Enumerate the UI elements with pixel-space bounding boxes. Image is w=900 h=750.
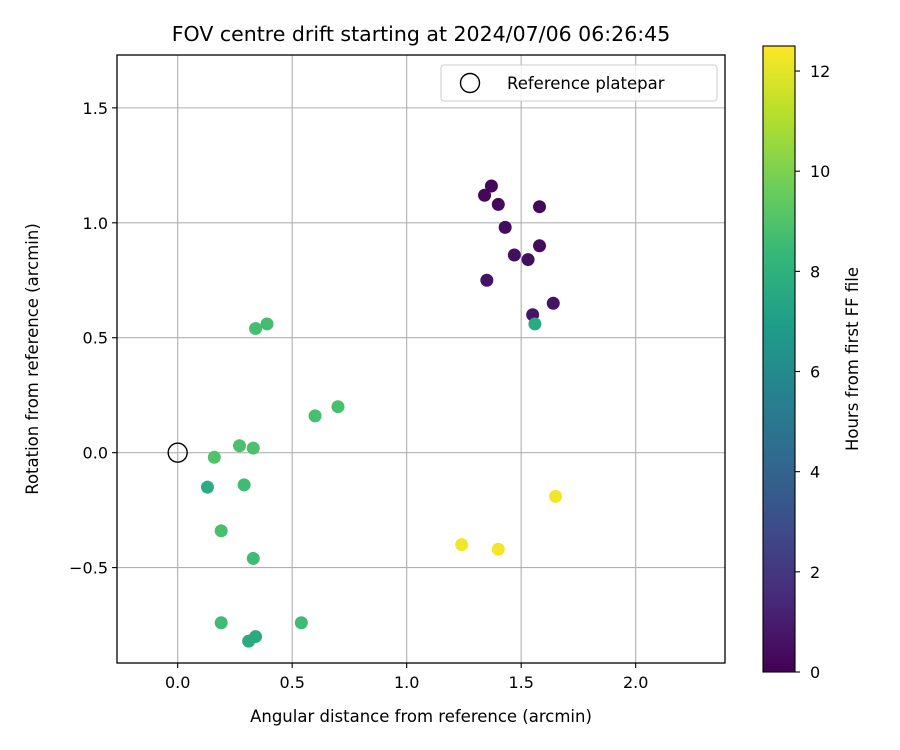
data-point <box>233 439 247 453</box>
y-tick-label: 1.5 <box>83 99 108 118</box>
legend-label-reference: Reference platepar <box>507 74 665 93</box>
data-point <box>455 538 469 552</box>
colorbar-tick-label: 8 <box>810 262 820 281</box>
colorbar-tick-label: 12 <box>810 62 830 81</box>
data-point <box>546 296 560 310</box>
data-point <box>249 322 263 336</box>
data-point <box>528 317 542 331</box>
data-point <box>207 450 221 464</box>
colorbar-tick-label: 0 <box>810 663 820 682</box>
y-axis-label: Rotation from reference (arcmin) <box>23 223 42 495</box>
y-tick-label: −0.5 <box>69 559 108 578</box>
y-tick-label: 1.0 <box>83 214 108 233</box>
data-points <box>200 179 563 648</box>
plot-frame <box>116 54 726 664</box>
reference-marker <box>167 442 188 463</box>
data-point <box>214 616 228 630</box>
legend-reference-marker <box>459 72 481 94</box>
data-point <box>214 524 228 538</box>
colorbar-tick-label: 6 <box>810 363 820 382</box>
data-point <box>480 273 494 287</box>
data-point <box>498 220 512 234</box>
colorbar-ticks: 0 2 4 6 8 10 12 <box>795 62 830 682</box>
data-point <box>549 489 563 503</box>
x-tick-label: 1.0 <box>394 673 419 692</box>
data-point <box>484 179 498 193</box>
x-tick-label: 1.5 <box>508 673 533 692</box>
colorbar-tick-label: 2 <box>810 563 820 582</box>
data-point <box>533 200 547 214</box>
reference-point <box>167 442 188 463</box>
x-tick-label: 2.0 <box>623 673 648 692</box>
data-point <box>331 400 345 414</box>
colorbar-tick-label: 10 <box>810 162 830 181</box>
data-point <box>200 480 214 494</box>
data-point <box>507 248 521 262</box>
data-point <box>237 478 251 492</box>
x-tick-label: 0.0 <box>165 673 190 692</box>
colorbar-tick-label: 4 <box>810 463 820 482</box>
chart-title: FOV centre drift starting at 2024/07/06 … <box>172 22 671 46</box>
data-point <box>246 441 260 455</box>
colorbar-gradient <box>762 45 796 673</box>
data-point <box>478 188 492 202</box>
data-point <box>294 616 308 630</box>
legend-box <box>440 64 718 102</box>
grid-lines <box>117 55 725 663</box>
x-axis-ticks: 0.0 0.5 1.0 1.5 2.0 <box>165 663 648 692</box>
legend: Reference platepar <box>440 64 718 102</box>
colorbar: 0 2 4 6 8 10 12 Hours from first FF file <box>762 45 862 682</box>
data-point <box>260 317 274 331</box>
y-tick-label: 0.0 <box>83 444 108 463</box>
data-point <box>521 253 535 267</box>
data-point <box>491 197 505 211</box>
x-tick-label: 0.5 <box>279 673 304 692</box>
data-point <box>246 551 260 565</box>
y-tick-label: 0.5 <box>83 329 108 348</box>
y-axis-ticks: −0.5 0.0 0.5 1.0 1.5 <box>69 99 117 578</box>
colorbar-label: Hours from first FF file <box>843 267 862 451</box>
data-point <box>308 409 322 423</box>
data-point <box>242 634 256 648</box>
data-point <box>533 239 547 253</box>
x-axis-label: Angular distance from reference (arcmin) <box>250 707 592 726</box>
data-point <box>491 542 505 556</box>
